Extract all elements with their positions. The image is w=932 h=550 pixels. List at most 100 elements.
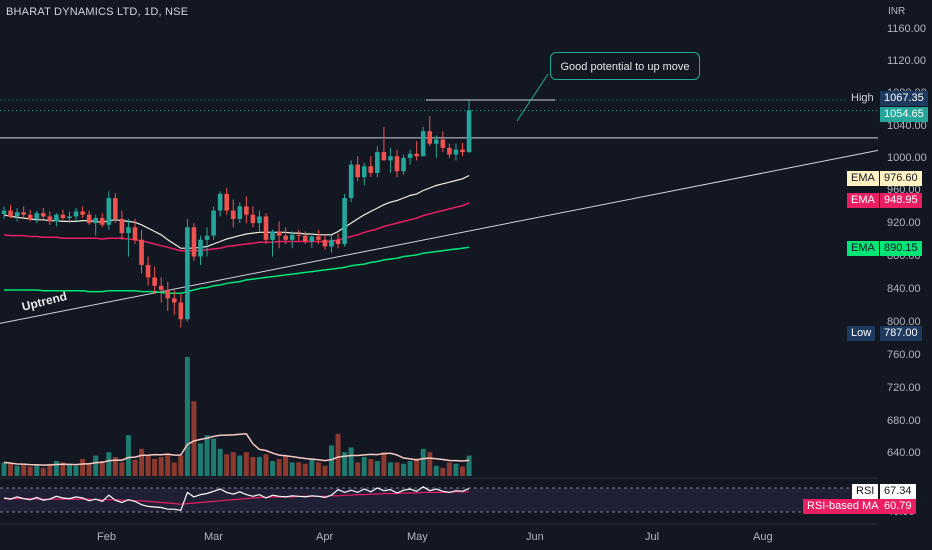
candle-body — [165, 289, 171, 299]
volume-bar — [289, 462, 295, 476]
candle-body — [250, 214, 256, 224]
volume-bar — [427, 452, 433, 476]
ema-green-line — [4, 246, 470, 295]
candle-body — [355, 164, 360, 178]
time-tick-mar: Mar — [204, 531, 223, 543]
candle-body — [414, 153, 419, 157]
volume-bar — [224, 454, 230, 476]
candle-body — [440, 139, 446, 148]
ema-green-label: EMA — [847, 241, 879, 256]
callout-note[interactable]: Good potential to up move — [550, 52, 700, 80]
candle-body — [316, 236, 321, 240]
volume-bar — [433, 465, 439, 476]
currency-label: INR — [888, 6, 906, 17]
candle-body — [368, 166, 374, 173]
price-axis-bg — [878, 0, 932, 550]
candle-body — [152, 277, 157, 286]
volume-bar — [158, 456, 164, 476]
candle-body — [204, 235, 210, 240]
volume-bar — [414, 458, 420, 476]
volume-bar — [139, 448, 145, 476]
candle-body — [375, 152, 380, 173]
rsi-label: RSI — [852, 484, 879, 499]
volume-bar — [1, 462, 7, 476]
candle-body — [41, 213, 46, 217]
uptrend-line — [0, 149, 879, 324]
volume-bar — [270, 461, 276, 476]
candle-body — [119, 218, 125, 234]
low-value: 787.00 — [880, 326, 922, 341]
volume-ma-line — [3, 433, 470, 466]
price-tick: 680.00 — [887, 415, 921, 427]
candle-body — [270, 231, 275, 240]
volume-bar — [73, 465, 79, 476]
price-tick: 640.00 — [887, 447, 921, 459]
candle-body — [80, 211, 85, 215]
ema-red-label: EMA — [847, 193, 879, 208]
candle-body — [217, 193, 223, 211]
volume-bar — [335, 433, 341, 476]
volume-bar — [420, 448, 426, 476]
time-tick-may: May — [407, 531, 428, 543]
volume-bar — [237, 455, 243, 476]
candle-body — [244, 206, 249, 215]
candle-body — [329, 239, 334, 247]
volume-bar — [86, 463, 92, 476]
volume-bar — [112, 456, 118, 476]
volume-bar — [191, 401, 197, 476]
volume-bar — [53, 461, 59, 476]
volume-bar — [132, 459, 138, 476]
ema-green-value: 890.15 — [880, 241, 922, 256]
low-label: Low — [847, 326, 876, 341]
price-tick: 760.00 — [887, 349, 921, 361]
candle-body — [126, 227, 131, 234]
volume-bar — [93, 455, 99, 476]
volume-bar — [407, 461, 413, 476]
volume-bar — [67, 463, 72, 476]
candle-body — [34, 213, 40, 219]
volume-bar — [14, 465, 20, 476]
candle-body — [407, 153, 413, 158]
candle-body — [99, 218, 105, 225]
candle-body — [191, 227, 197, 257]
time-tick-apr: Apr — [316, 531, 334, 543]
volume-bar — [401, 463, 407, 476]
volume-bar — [47, 463, 53, 476]
candle-body — [434, 139, 439, 144]
volume-bar — [368, 459, 374, 476]
candle-body — [198, 239, 203, 257]
volume-bar — [315, 462, 321, 476]
candle-body — [283, 235, 288, 240]
ema-white-line — [3, 174, 470, 249]
volume-bar — [165, 454, 171, 476]
candle-body — [132, 227, 138, 240]
volume-bar — [243, 452, 249, 476]
last-price-badge: 1054.65 — [880, 107, 928, 122]
candle-body — [93, 218, 98, 224]
price-tick: 840.00 — [887, 283, 921, 295]
volume-bar — [204, 435, 210, 476]
price-tick: 1000.00 — [887, 152, 927, 164]
volume-bar — [171, 462, 177, 476]
candle-body — [361, 166, 367, 178]
ema-red-value: 948.95 — [880, 193, 922, 208]
price-tick: 1120.00 — [887, 55, 926, 67]
ema-white-label: EMA — [847, 171, 879, 186]
candle-body — [335, 239, 341, 244]
candle-body — [106, 198, 112, 225]
candle-body — [139, 239, 144, 265]
volume-bar — [355, 462, 361, 476]
volume-bar — [342, 452, 348, 476]
volume-bar — [60, 462, 66, 476]
volume-bar — [217, 448, 223, 476]
volume-bar — [309, 459, 315, 476]
candle-body — [1, 210, 7, 214]
volume-bar — [80, 459, 86, 476]
volume-bar — [34, 465, 40, 476]
volume-bar — [394, 462, 400, 476]
candle-body — [172, 298, 177, 303]
volume-bar — [152, 459, 158, 476]
candle-body — [289, 234, 295, 240]
rsi-value: 67.34 — [880, 484, 916, 499]
